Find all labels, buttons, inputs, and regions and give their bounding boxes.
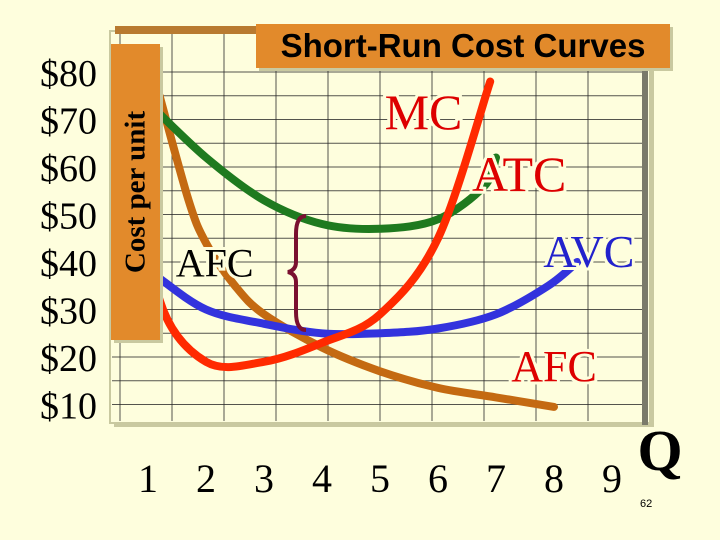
annotation-avc: AVC <box>543 226 634 277</box>
y-tick-label: $10 <box>40 386 97 428</box>
y-axis-ticks: $80 $70 $60 $50 $40 $30 $20 $10 <box>40 53 97 428</box>
x-tick-label: 9 <box>602 456 622 501</box>
x-tick-label: 1 <box>138 456 158 501</box>
x-tick-label: 2 <box>196 456 216 501</box>
grid <box>112 33 648 421</box>
x-axis-label: Q <box>637 418 682 483</box>
x-tick-label: 6 <box>428 456 448 501</box>
y-tick-label: $20 <box>40 338 97 380</box>
x-tick-label: 4 <box>312 456 332 501</box>
page-number: 62 <box>640 498 653 510</box>
annotation-atc: ATC <box>472 146 566 202</box>
y-tick-label: $50 <box>40 196 97 238</box>
annotation-afc-inner: AFC <box>176 240 254 285</box>
afc-brace <box>287 214 307 332</box>
x-tick-label: 7 <box>486 456 506 501</box>
x-tick-label: 5 <box>370 456 390 501</box>
chart-title-box: Short-Run Cost Curves <box>256 24 670 68</box>
series-atc-curve <box>146 101 500 234</box>
x-tick-label: 3 <box>254 456 274 501</box>
y-tick-label: $30 <box>40 291 97 333</box>
y-tick-label: $40 <box>40 243 97 285</box>
annotation-afc: AFC <box>511 342 597 391</box>
chart-title: Short-Run Cost Curves <box>280 27 646 64</box>
series-avc-curve <box>152 258 582 339</box>
y-axis-label-box: Cost per unit <box>111 44 160 340</box>
y-tick-label: $70 <box>40 101 97 143</box>
y-tick-label: $60 <box>40 148 97 190</box>
y-axis-label: Cost per unit <box>119 110 151 274</box>
y-tick-label: $80 <box>40 53 97 95</box>
annotation-mc: MC <box>385 84 463 140</box>
x-tick-label: 8 <box>544 456 564 501</box>
